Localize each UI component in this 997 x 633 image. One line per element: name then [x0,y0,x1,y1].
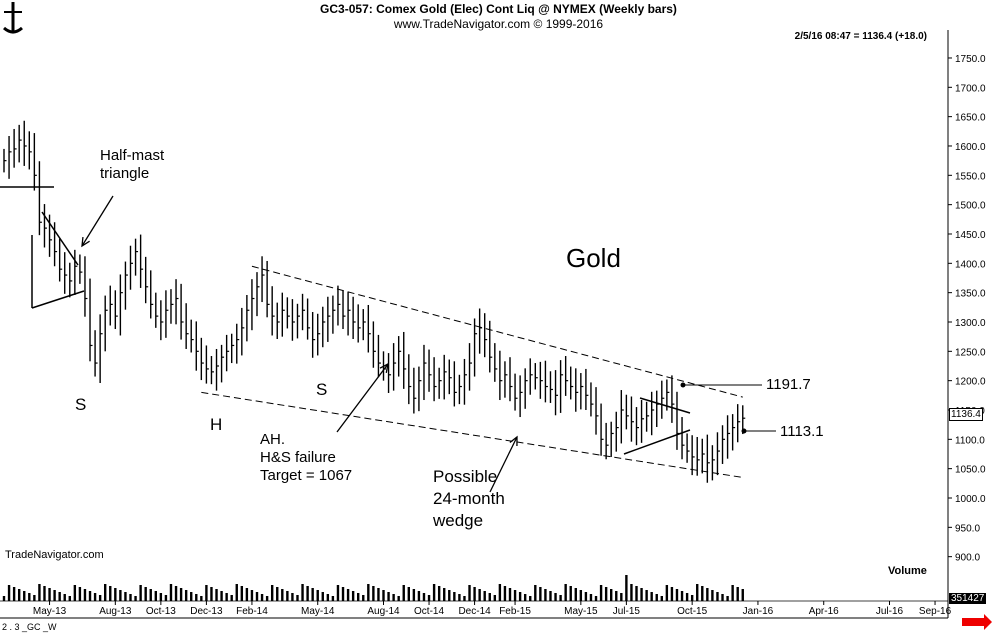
chart-source: www.TradeNavigator.com © 1999-2016 [393,17,604,31]
annotation-arrow-line [81,195,114,247]
x-tick-label: Jul-15 [613,606,641,617]
scroll-right-icon [962,614,992,630]
level-1113-dot [741,428,747,434]
y-tick-label: 1500.0 [955,201,986,212]
y-tick-label: 950.0 [955,523,980,534]
y-tick-label: 1750.0 [955,54,986,65]
right-shoulder-label: S [316,380,328,399]
x-tick-label: Jul-16 [876,606,904,617]
level-1191-dot [680,382,686,388]
x-tick-label: May-14 [301,606,335,617]
x-tick-label: Apr-16 [809,606,839,617]
y-tick-label: 1400.0 [955,259,986,270]
arrow-head-icon [379,362,389,373]
trendline-lower [201,391,743,478]
x-tick-label: Jan-16 [743,606,774,617]
annotation-arrow-line [489,436,518,493]
x-tick-label: Oct-14 [414,606,444,617]
x-tick-label: May-13 [33,606,67,617]
y-tick-label: 1200.0 [955,377,986,388]
x-tick-label: May-15 [564,606,598,617]
x-tick-label: Oct-15 [677,606,707,617]
x-tick-label: Aug-13 [99,606,132,617]
half-mast-annotation: Half-mast triangle [100,147,165,182]
gold-annotation: Gold [566,243,621,273]
last-price-badge: 1136.4 [949,408,983,421]
left-shoulder-label: S [75,395,87,414]
triangle-upper-line [41,211,79,266]
y-tick-label: 1250.0 [955,347,986,358]
level-1113-label: 1113.1 [780,423,824,440]
trendline-upper [251,265,743,398]
y-tick-label: 1700.0 [955,83,986,94]
arrow-head-icon [81,236,90,248]
y-tick-label: 1100.0 [955,435,985,446]
quote-readout: 2/5/16 08:47 = 1136.4 (+18.0) [794,31,927,42]
y-tick-label: 900.0 [955,553,980,564]
x-tick-label: Dec-14 [458,606,491,617]
x-tick-label: Dec-13 [190,606,223,617]
x-tick-label: Sep-16 [919,606,952,617]
y-tick-label: 1550.0 [955,171,986,182]
y-tick-label: 1350.0 [955,289,986,300]
x-tick-label: Aug-14 [367,606,400,617]
head-label: H [210,415,223,434]
y-tick-label: 1600.0 [955,142,986,153]
flag-upper-line [639,397,691,414]
symbol-code: 2 . 3 _GC _W [2,622,57,632]
y-tick-label: 1450.0 [955,230,986,241]
watermark: TradeNavigator.com [5,549,104,561]
flag-lower-line [623,429,691,455]
annotation-arrow-line [336,363,389,433]
y-tick-label: 1000.0 [955,494,986,505]
volume-value-badge: 351427 [949,593,987,604]
triangle-lower-line [31,290,85,309]
x-tick-label: Oct-13 [146,606,176,617]
y-tick-label: 1650.0 [955,113,986,124]
volume-label: Volume [888,565,927,577]
x-tick-label: Feb-14 [236,606,268,617]
hs-failure-annotation: AH. H&S failure Target = 1067 [260,431,353,484]
chart-title: GC3-057: Comex Gold (Elec) Cont Liq @ NY… [320,2,677,16]
y-tick-label: 1300.0 [955,318,986,329]
level-1191-label: 1191.7 [766,376,811,393]
logo-icon [3,2,23,34]
wedge-annotation: Possible 24-month wedge [433,467,505,530]
arrow-head-icon [509,435,518,447]
y-tick-label: 1050.0 [955,465,986,476]
x-tick-label: Feb-15 [499,606,531,617]
